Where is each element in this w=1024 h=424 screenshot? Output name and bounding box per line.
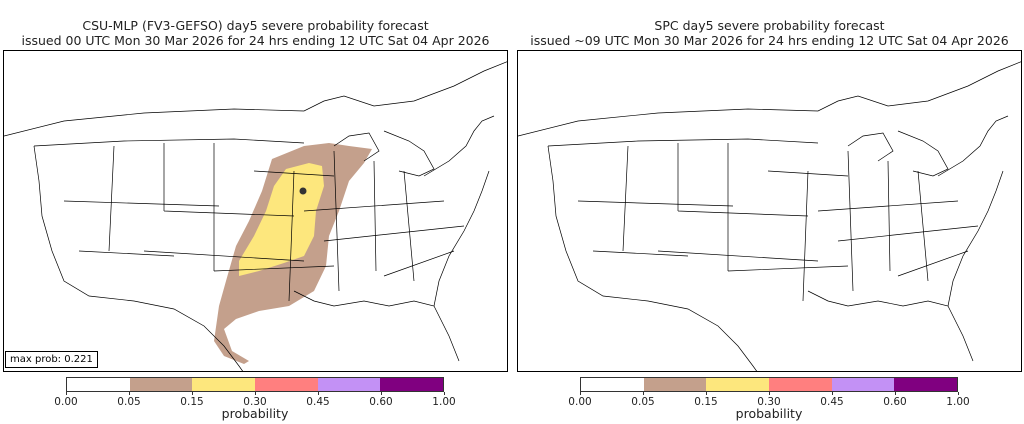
colorbar-tick-label: 0.00 — [54, 396, 78, 408]
boundary-line — [547, 145, 758, 371]
boundary-line — [4, 61, 507, 137]
colorbar-segment — [129, 378, 193, 391]
colorbar-tick-label: 1.00 — [432, 396, 456, 408]
colorbar-tick-label: 0.00 — [568, 396, 592, 408]
boundary-line — [547, 138, 819, 147]
boundary-line — [108, 143, 415, 302]
colorbar-tick-mark — [255, 392, 256, 395]
csu-mlp-map — [3, 50, 508, 372]
colorbar-tick-mark — [192, 392, 193, 395]
colorbar-segment — [380, 378, 444, 391]
left-title-line2: issued 00 UTC Mon 30 Mar 2026 for 24 hrs… — [21, 33, 490, 48]
boundary-line — [622, 143, 929, 302]
boundary-line — [293, 290, 460, 362]
left-title-line1: CSU-MLP (FV3-GEFSO) day5 severe probabil… — [82, 18, 429, 33]
boundary-line — [847, 130, 949, 177]
colorbar-tick-label: 0.45 — [820, 396, 844, 408]
colorbar-tick-mark — [832, 392, 833, 395]
colorbar-label: probability — [221, 406, 289, 421]
us-state-outlines — [4, 61, 507, 371]
colorbar-tick-label: 0.60 — [369, 396, 393, 408]
max-prob-box: max prob: 0.221 — [5, 351, 98, 368]
colorbar-tick-label: 0.15 — [694, 396, 718, 408]
colorbar-tick-mark — [318, 392, 319, 395]
us-state-outlines — [518, 61, 1021, 371]
right-title: SPC day5 severe probability forecast iss… — [517, 18, 1022, 48]
colorbar-tick-mark — [381, 392, 382, 395]
colorbar-tick-label: 0.60 — [883, 396, 907, 408]
boundary-line — [807, 290, 974, 362]
colorbar-tick-label: 1.00 — [946, 396, 970, 408]
right-title-line1: SPC day5 severe probability forecast — [654, 18, 885, 33]
colorbar-tick-label: 0.15 — [180, 396, 204, 408]
boundary-line — [518, 61, 1021, 137]
colorbar-tick-mark — [66, 392, 67, 395]
colorbar-segment — [769, 378, 832, 391]
map-svg-right — [518, 61, 1021, 371]
colorbar — [580, 377, 958, 392]
boundary-line — [333, 130, 435, 177]
colorbar-tick-mark — [895, 392, 896, 395]
colorbar-segment — [255, 378, 318, 391]
colorbar-tick-mark — [129, 392, 130, 395]
colorbar-segment — [581, 378, 644, 391]
max-prob-marker — [299, 187, 307, 195]
boundary-line — [937, 115, 1009, 177]
colorbar-tick-mark — [580, 392, 581, 395]
colorbar-tick-mark — [769, 392, 770, 395]
colorbar-label: probability — [735, 406, 803, 421]
boundary-line — [423, 115, 495, 177]
colorbar-tick-mark — [444, 392, 445, 395]
left-title: CSU-MLP (FV3-GEFSO) day5 severe probabil… — [3, 18, 508, 48]
boundary-line — [577, 170, 979, 277]
colorbar-segment — [67, 378, 130, 391]
boundary-line — [433, 170, 490, 307]
map-svg-left — [4, 61, 507, 371]
colorbar-segment — [831, 378, 895, 391]
colorbar-tick-mark — [958, 392, 959, 395]
colorbar-segment — [643, 378, 707, 391]
colorbar-tick-label: 0.05 — [117, 396, 141, 408]
boundary-line — [33, 145, 244, 371]
colorbar-segment — [894, 378, 958, 391]
colorbar-tick-mark — [643, 392, 644, 395]
colorbar-tick-label: 0.30 — [757, 396, 781, 408]
colorbar-tick-label: 0.05 — [631, 396, 655, 408]
colorbar-segment — [317, 378, 381, 391]
colorbar — [66, 377, 444, 392]
boundary-line — [33, 138, 305, 147]
colorbar-tick-label: 0.45 — [306, 396, 330, 408]
colorbar-segment — [706, 378, 770, 391]
colorbar-tick-label: 0.30 — [243, 396, 267, 408]
spc-map — [517, 50, 1022, 372]
boundary-line — [947, 170, 1004, 307]
right-title-line2: issued ~09 UTC Mon 30 Mar 2026 for 24 hr… — [530, 33, 1009, 48]
colorbar-segment — [192, 378, 256, 391]
colorbar-tick-mark — [706, 392, 707, 395]
boundary-line — [63, 170, 465, 277]
